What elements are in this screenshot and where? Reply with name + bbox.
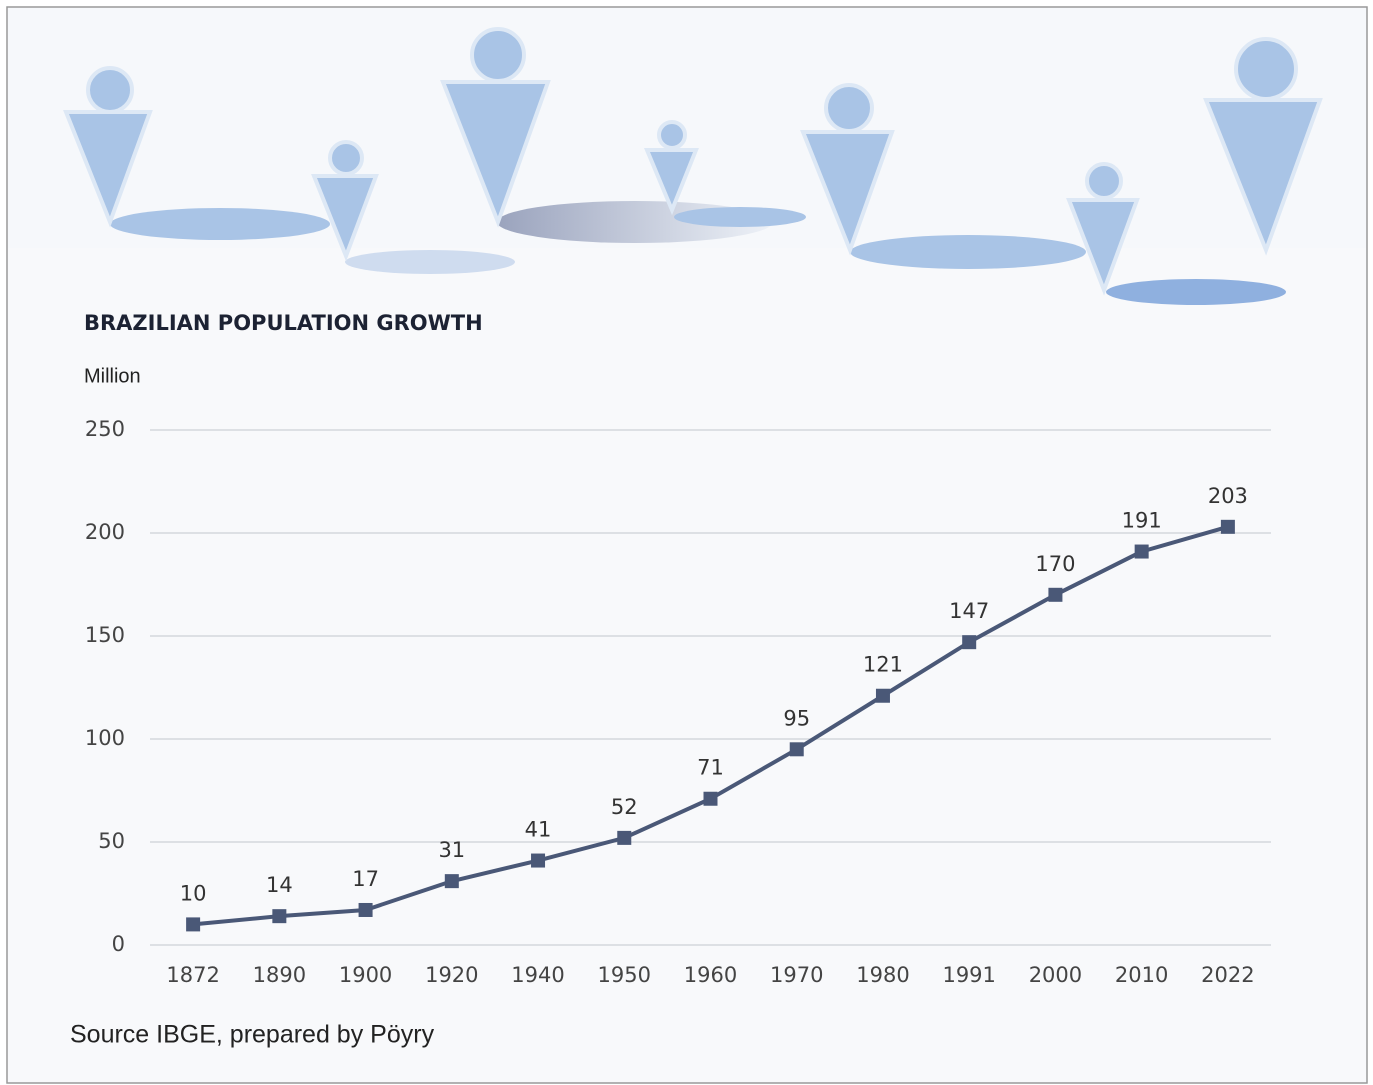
data-label: 14 bbox=[266, 873, 293, 897]
x-tick-label: 1980 bbox=[856, 963, 909, 987]
data-point bbox=[1134, 544, 1149, 559]
data-point bbox=[1048, 587, 1063, 602]
x-tick-label: 1872 bbox=[166, 963, 219, 987]
data-point bbox=[962, 635, 977, 650]
x-tick-label: 1970 bbox=[770, 963, 823, 987]
x-tick-label: 1900 bbox=[339, 963, 392, 987]
data-point bbox=[444, 874, 459, 889]
chart-title: BRAZILIAN POPULATION GROWTH bbox=[84, 311, 483, 335]
data-point bbox=[789, 742, 804, 757]
y-axis-label: Million bbox=[84, 365, 141, 387]
data-label: 10 bbox=[180, 881, 207, 905]
data-label: 41 bbox=[525, 818, 552, 842]
data-point bbox=[703, 791, 718, 806]
x-tick-label: 1920 bbox=[425, 963, 478, 987]
source-note: Source IBGE, prepared by Pöyry bbox=[70, 1021, 435, 1049]
data-label: 191 bbox=[1122, 509, 1162, 533]
y-tick-label: 200 bbox=[85, 520, 125, 544]
x-tick-label: 1991 bbox=[942, 963, 995, 987]
data-label: 170 bbox=[1035, 552, 1075, 576]
data-label: 95 bbox=[783, 706, 810, 730]
data-label: 52 bbox=[611, 795, 638, 819]
data-point bbox=[186, 917, 201, 932]
x-tick-label: 1940 bbox=[511, 963, 564, 987]
data-label: 121 bbox=[863, 653, 903, 677]
data-label: 17 bbox=[352, 867, 379, 891]
decoration bbox=[63, 27, 1323, 305]
data-label: 147 bbox=[949, 599, 989, 623]
data-label: 203 bbox=[1208, 484, 1248, 508]
data-label: 31 bbox=[438, 838, 465, 862]
x-tick-label: 1960 bbox=[684, 963, 737, 987]
data-point bbox=[358, 902, 373, 917]
y-tick-label: 0 bbox=[112, 932, 125, 956]
y-tick-label: 250 bbox=[85, 417, 125, 441]
data-point bbox=[1220, 519, 1235, 534]
data-label: 71 bbox=[697, 756, 724, 780]
data-point bbox=[531, 853, 546, 868]
data-point bbox=[617, 830, 632, 845]
y-tick-label: 150 bbox=[85, 623, 125, 647]
x-tick-label: 2010 bbox=[1115, 963, 1168, 987]
y-tick-label: 100 bbox=[85, 726, 125, 750]
x-tick-label: 1890 bbox=[253, 963, 306, 987]
x-tick-label: 1950 bbox=[598, 963, 651, 987]
y-tick-label: 50 bbox=[98, 829, 125, 853]
data-point bbox=[272, 909, 287, 924]
data-point bbox=[875, 688, 890, 703]
x-tick-label: 2022 bbox=[1201, 963, 1254, 987]
x-tick-label: 2000 bbox=[1029, 963, 1082, 987]
